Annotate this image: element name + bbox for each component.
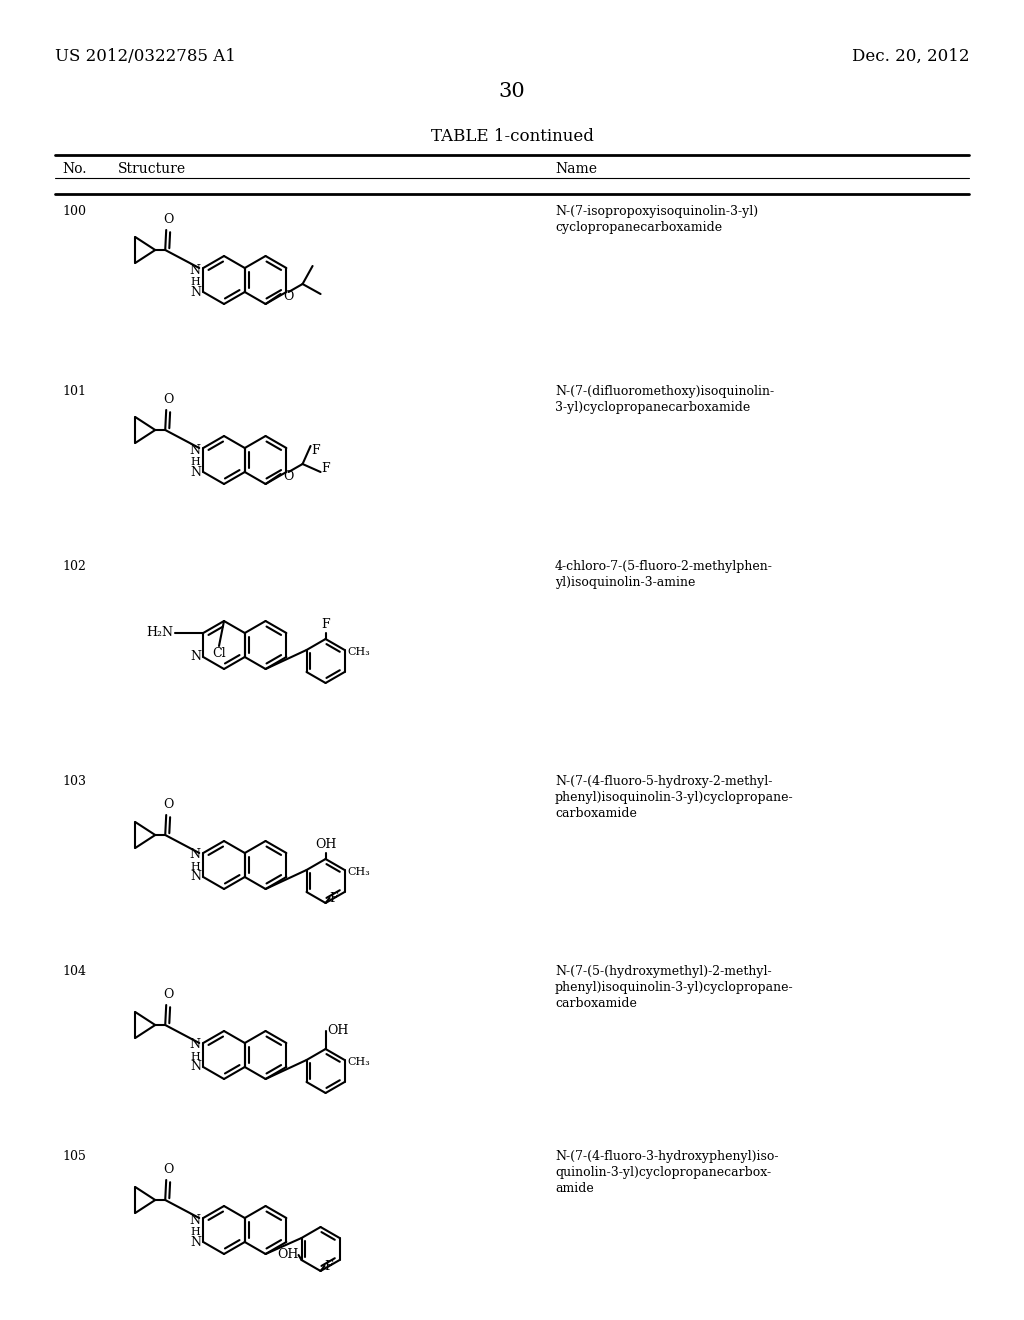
Text: N-(7-isopropoxyisoquinolin-3-yl): N-(7-isopropoxyisoquinolin-3-yl) <box>555 205 758 218</box>
Text: N: N <box>190 285 201 298</box>
Text: N-(7-(4-fluoro-3-hydroxyphenyl)iso-: N-(7-(4-fluoro-3-hydroxyphenyl)iso- <box>555 1150 778 1163</box>
Text: N: N <box>190 1236 201 1249</box>
Text: No.: No. <box>62 162 86 176</box>
Text: 30: 30 <box>499 82 525 102</box>
Text: Name: Name <box>555 162 597 176</box>
Text: O: O <box>163 987 173 1001</box>
Text: 101: 101 <box>62 385 86 399</box>
Text: F: F <box>330 891 338 904</box>
Text: 100: 100 <box>62 205 86 218</box>
Text: Dec. 20, 2012: Dec. 20, 2012 <box>852 48 969 65</box>
Text: N: N <box>189 1039 201 1052</box>
Text: N: N <box>189 1213 201 1226</box>
Text: carboxamide: carboxamide <box>555 807 637 820</box>
Text: quinolin-3-yl)cyclopropanecarbox-: quinolin-3-yl)cyclopropanecarbox- <box>555 1166 771 1179</box>
Text: H: H <box>190 457 201 467</box>
Text: phenyl)isoquinolin-3-yl)cyclopropane-: phenyl)isoquinolin-3-yl)cyclopropane- <box>555 791 794 804</box>
Text: amide: amide <box>555 1181 594 1195</box>
Text: F: F <box>322 462 330 475</box>
Text: US 2012/0322785 A1: US 2012/0322785 A1 <box>55 48 236 65</box>
Text: N: N <box>189 849 201 862</box>
Text: CH₃: CH₃ <box>347 647 371 657</box>
Text: H: H <box>190 1052 201 1063</box>
Text: F: F <box>311 444 321 457</box>
Text: yl)isoquinolin-3-amine: yl)isoquinolin-3-amine <box>555 576 695 589</box>
Text: N-(7-(5-(hydroxymethyl)-2-methyl-: N-(7-(5-(hydroxymethyl)-2-methyl- <box>555 965 772 978</box>
Text: 104: 104 <box>62 965 86 978</box>
Text: H: H <box>190 862 201 873</box>
Text: F: F <box>322 618 330 631</box>
Text: O: O <box>284 289 294 302</box>
Text: TABLE 1-continued: TABLE 1-continued <box>430 128 594 145</box>
Text: F: F <box>325 1259 333 1272</box>
Text: Structure: Structure <box>118 162 186 176</box>
Text: CH₃: CH₃ <box>347 1057 371 1067</box>
Text: OH: OH <box>315 838 336 851</box>
Text: CH₃: CH₃ <box>347 867 371 876</box>
Text: H: H <box>190 277 201 286</box>
Text: H₂N: H₂N <box>146 627 173 639</box>
Text: N: N <box>189 444 201 457</box>
Text: O: O <box>163 1163 173 1176</box>
Text: N-(7-(difluoromethoxy)isoquinolin-: N-(7-(difluoromethoxy)isoquinolin- <box>555 385 774 399</box>
Text: N: N <box>190 1060 201 1073</box>
Text: N: N <box>190 466 201 479</box>
Text: 102: 102 <box>62 560 86 573</box>
Text: 3-yl)cyclopropanecarboxamide: 3-yl)cyclopropanecarboxamide <box>555 401 751 414</box>
Text: 105: 105 <box>62 1150 86 1163</box>
Text: N: N <box>190 870 201 883</box>
Text: 4-chloro-7-(5-fluoro-2-methylphen-: 4-chloro-7-(5-fluoro-2-methylphen- <box>555 560 773 573</box>
Text: carboxamide: carboxamide <box>555 997 637 1010</box>
Text: O: O <box>163 799 173 810</box>
Text: H: H <box>190 1228 201 1237</box>
Text: N: N <box>189 264 201 276</box>
Text: O: O <box>163 213 173 226</box>
Text: O: O <box>284 470 294 483</box>
Text: O: O <box>163 393 173 407</box>
Text: OH: OH <box>328 1024 349 1038</box>
Text: N-(7-(4-fluoro-5-hydroxy-2-methyl-: N-(7-(4-fluoro-5-hydroxy-2-methyl- <box>555 775 772 788</box>
Text: cyclopropanecarboxamide: cyclopropanecarboxamide <box>555 220 722 234</box>
Text: phenyl)isoquinolin-3-yl)cyclopropane-: phenyl)isoquinolin-3-yl)cyclopropane- <box>555 981 794 994</box>
Text: OH: OH <box>278 1249 299 1262</box>
Text: N: N <box>190 651 201 664</box>
Text: 103: 103 <box>62 775 86 788</box>
Text: Cl: Cl <box>212 647 226 660</box>
